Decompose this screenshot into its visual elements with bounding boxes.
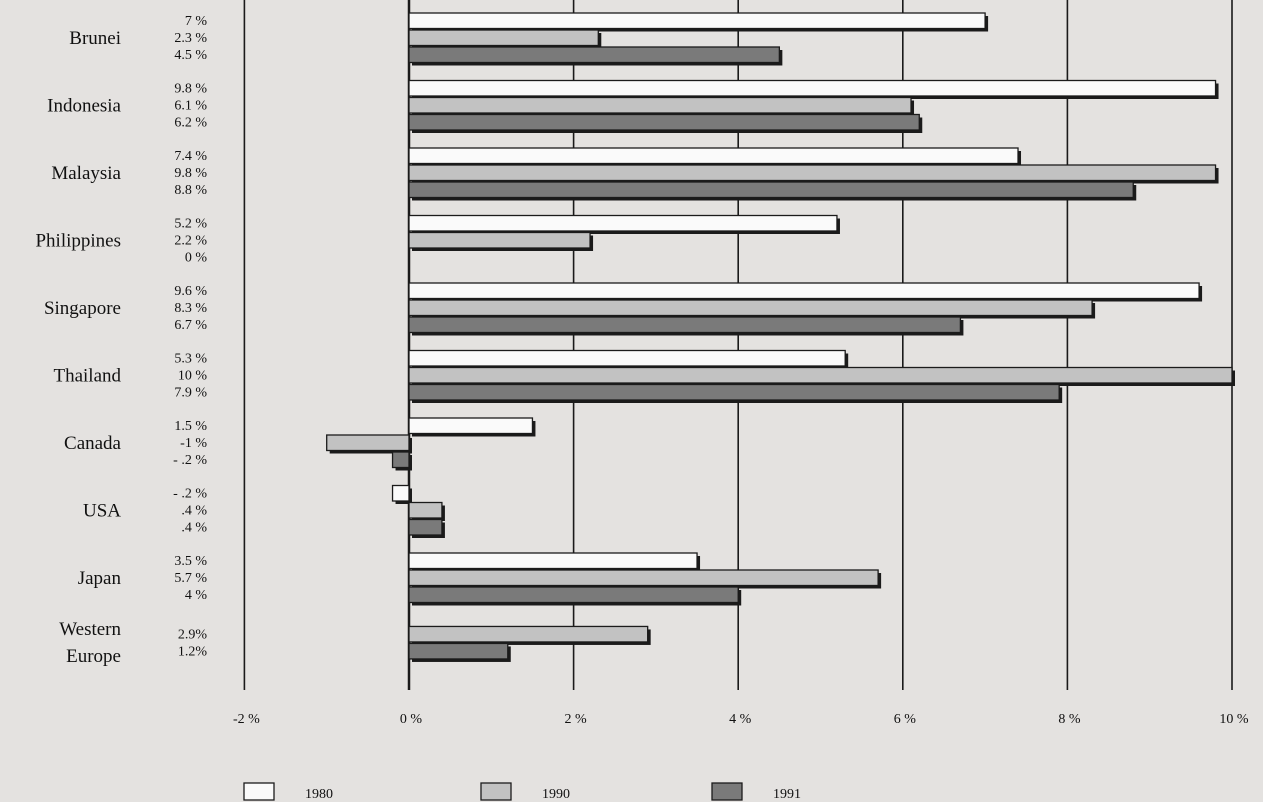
value-label: 9.8 %: [174, 82, 207, 97]
value-label: 0 %: [185, 251, 208, 266]
value-label: - .2 %: [173, 487, 207, 502]
value-label: 9.8 %: [174, 166, 207, 181]
bar-1990-8: [408, 569, 879, 587]
bar-1991-7: [408, 518, 443, 536]
legend-swatch-1991: [711, 782, 743, 801]
bar-1990-2: [408, 164, 1217, 182]
category-label: Singapore: [44, 298, 121, 319]
category-label: Malaysia: [51, 163, 121, 184]
value-label: 6.1 %: [174, 99, 207, 114]
bar-1991-9: [408, 642, 509, 660]
tick-label: 8 %: [1058, 712, 1081, 727]
value-label: 7.4 %: [174, 149, 207, 164]
tick-label: 10 %: [1219, 712, 1249, 727]
category-label: Thailand: [53, 365, 121, 386]
legend-label: 1991: [773, 787, 801, 802]
bar-1990-6: [326, 434, 410, 452]
category-label: Indonesia: [47, 95, 121, 116]
bar-1991-0: [408, 46, 781, 64]
bar-1991-6: [391, 451, 410, 469]
bar-1991-2: [408, 181, 1134, 199]
bar-1980-0: [408, 12, 986, 30]
legend-label: 1980: [305, 787, 333, 802]
bar-1991-1: [408, 113, 920, 131]
value-label: .4 %: [181, 504, 207, 519]
bar-1991-5: [408, 383, 1060, 401]
value-label: - .2 %: [173, 453, 207, 468]
value-label: 7 %: [185, 14, 208, 29]
bar-1980-1: [408, 79, 1217, 97]
category-label: Japan: [78, 568, 122, 589]
bar-1990-7: [408, 501, 443, 519]
value-label: 2.9%: [178, 627, 208, 642]
bar-1980-6: [408, 417, 534, 435]
category-labels: Brunei Indonesia Malaysia Philippines Singap…: [35, 28, 121, 667]
value-label: 8.3 %: [174, 301, 207, 316]
tick-label: 2 %: [565, 712, 588, 727]
category-label: Philippines: [35, 230, 121, 251]
bars: [326, 12, 1235, 662]
value-label: 5.3 %: [174, 352, 207, 367]
value-label: 4 %: [185, 588, 208, 603]
value-label: 5.2 %: [174, 217, 207, 232]
bar-1990-0: [408, 29, 599, 47]
legend-label: 1990: [542, 787, 570, 802]
value-label: 2.3 %: [174, 31, 207, 46]
value-label: 10 %: [178, 369, 208, 384]
bar-1990-4: [408, 299, 1093, 317]
category-label: Canada: [64, 433, 122, 454]
bar-1980-5: [408, 349, 846, 367]
category-label: Europe: [66, 646, 121, 667]
category-label: Brunei: [69, 28, 121, 49]
bar-1990-3: [408, 231, 591, 249]
bar-1980-2: [408, 147, 1019, 165]
value-label: .4 %: [181, 521, 207, 536]
category-label: Western: [59, 619, 121, 640]
x-axis-tick-labels: -2 % 0 % 2 % 4 % 6 % 8 % 10 %: [233, 712, 1249, 727]
bar-1980-7: [391, 484, 410, 502]
value-label: 8.8 %: [174, 183, 207, 198]
value-label: 2.2 %: [174, 234, 207, 249]
bar-1980-4: [408, 282, 1200, 300]
legend-swatch-1990: [480, 782, 512, 801]
value-label: 1.5 %: [174, 419, 207, 434]
bar-1980-3: [408, 214, 838, 232]
value-label: 6.7 %: [174, 318, 207, 333]
tick-label: -2 %: [233, 712, 260, 727]
bar-1990-9: [408, 625, 649, 643]
value-label: 7.9 %: [174, 386, 207, 401]
legend: 1980 1990 1991: [243, 782, 801, 802]
value-labels: 7 % 2.3 % 4.5 % 9.8 % 6.1 % 6.2 % 7.4 % 9.8 % 8.…: [173, 14, 207, 659]
value-label: 4.5 %: [174, 48, 207, 63]
bar-1991-4: [408, 316, 962, 334]
value-label: -1 %: [180, 436, 207, 451]
bar-1990-1: [408, 96, 912, 114]
tick-label: 6 %: [894, 712, 917, 727]
tick-label: 4 %: [729, 712, 752, 727]
value-label: 5.7 %: [174, 571, 207, 586]
category-label: USA: [83, 500, 121, 521]
bar-1991-8: [408, 586, 739, 604]
bar-1990-5: [408, 366, 1233, 384]
tick-label: 0 %: [400, 712, 423, 727]
bar-1980-8: [408, 552, 698, 570]
value-label: 9.6 %: [174, 284, 207, 299]
value-label: 3.5 %: [174, 554, 207, 569]
legend-swatch-1980: [243, 782, 275, 801]
value-label: 1.2%: [178, 644, 208, 659]
value-label: 6.2 %: [174, 116, 207, 131]
